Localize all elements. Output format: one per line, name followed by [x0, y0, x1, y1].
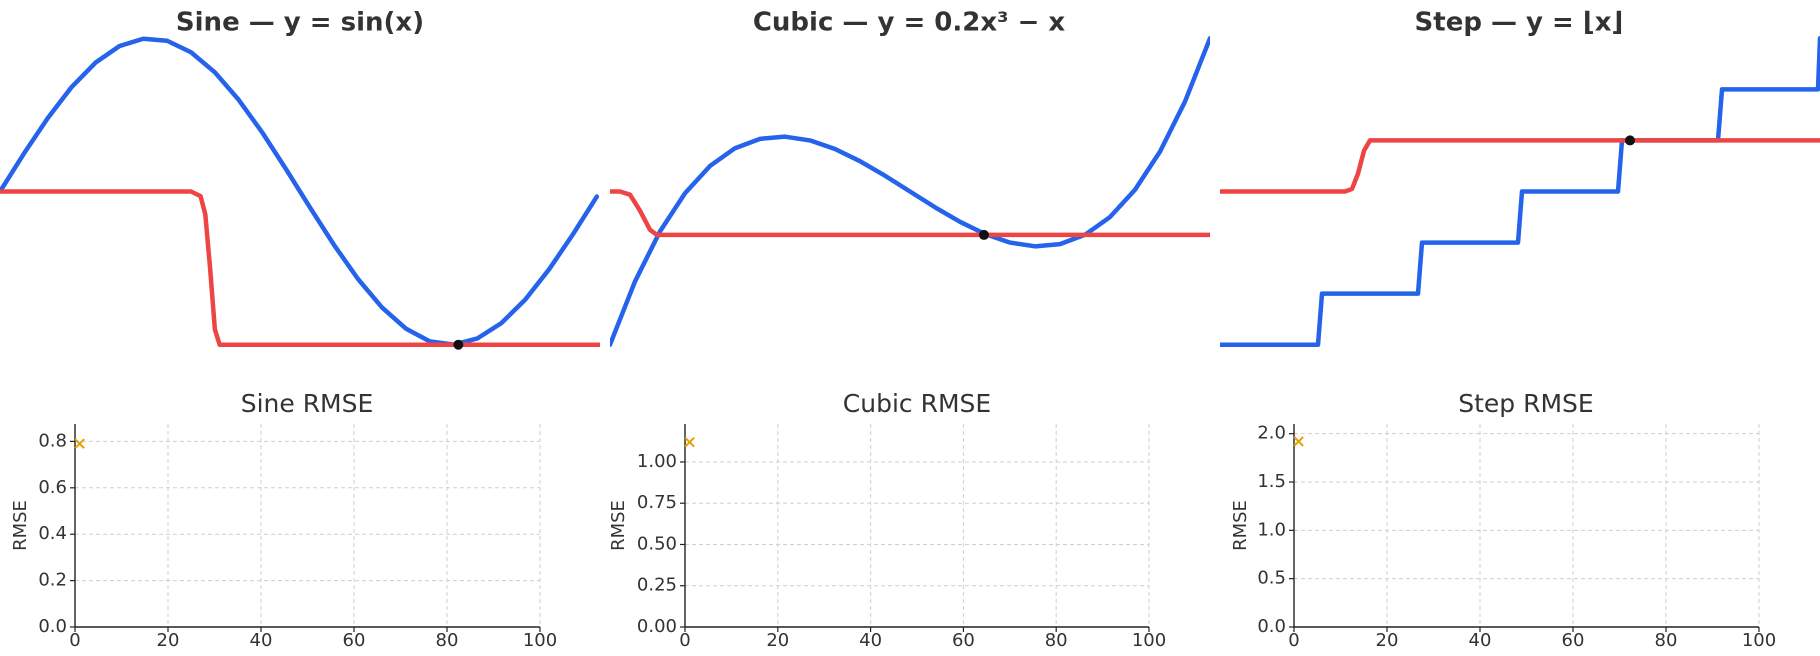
x-tick-label: 100	[523, 630, 557, 651]
y-tick-label: 1.00	[637, 451, 677, 472]
x-tick-label: 20	[1376, 630, 1399, 651]
panel: Cubic — y = 0.2x³ − x	[610, 8, 1210, 347]
x-tick-label: 0	[679, 630, 690, 651]
x-tick-label: 80	[436, 630, 459, 651]
chart-title: Step RMSE	[1458, 389, 1593, 418]
y-tick-label: 0.8	[38, 430, 67, 451]
chart-title: Sine — y = sin(x)	[176, 8, 424, 38]
y-tick-label: 0.0	[38, 616, 67, 637]
marker-dot	[1625, 135, 1635, 146]
y-tick-label: 2.0	[1257, 423, 1286, 444]
panel: 0.0 0.2 0.4 0.6 0.8 0 20 40 60 80 100 RMSE Sine RMSE	[10, 389, 557, 651]
x-tick-label: 60	[343, 630, 366, 651]
y-axis-label: RMSE	[1230, 500, 1251, 551]
curve	[1220, 36, 1820, 347]
curve	[610, 189, 1210, 238]
marker-x	[684, 436, 695, 448]
y-tick-label: 0.5	[1257, 568, 1286, 589]
curve	[1220, 138, 1820, 194]
plot-area	[1220, 36, 1820, 347]
chart-title: Sine RMSE	[241, 389, 374, 418]
marker-dot	[453, 339, 464, 350]
curve	[0, 189, 600, 347]
y-tick-label: 1.5	[1257, 471, 1286, 492]
y-tick-label: 0.6	[38, 477, 67, 498]
x-tick-label: 80	[1045, 630, 1068, 651]
y-tick-label: 0.4	[38, 523, 67, 544]
y-tick-label: 0.25	[637, 575, 677, 596]
x-tick-label: 40	[1469, 630, 1492, 651]
y-tick-label: 0.2	[38, 570, 67, 591]
marker-x	[74, 438, 85, 449]
x-tick-label: 40	[250, 630, 273, 651]
chart-title: Cubic — y = 0.2x³ − x	[753, 8, 1066, 38]
panel: Sine — y = sin(x)	[0, 8, 600, 350]
x-tick-label: 40	[859, 630, 882, 651]
marker-dot	[979, 229, 989, 240]
panel: 0.0 0.5 1.0 1.5 2.0 0 20 40 60 80 100 RMSE Step RMSE	[1230, 389, 1776, 651]
x-tick-label: 20	[766, 630, 789, 651]
curve	[0, 36, 600, 347]
plot-area	[610, 36, 1210, 347]
x-tick-label: 0	[1288, 630, 1299, 651]
chart-title: Cubic RMSE	[843, 389, 991, 418]
plot-area	[0, 36, 600, 347]
x-tick-label: 60	[1562, 630, 1585, 651]
y-tick-label: 0.50	[637, 533, 677, 554]
chart-title: Step — y = ⌊x⌋	[1415, 8, 1624, 38]
panel: 0.00 0.25 0.50 0.75 1.00 0 20 40 60 80 100 RMSE Cubi…	[608, 389, 1166, 651]
x-tick-label: 60	[952, 630, 975, 651]
y-tick-label: 1.0	[1257, 519, 1286, 540]
y-tick-label: 0.0	[1257, 616, 1286, 637]
x-tick-label: 80	[1655, 630, 1678, 651]
y-axis-label: RMSE	[10, 500, 31, 551]
marker-x	[1293, 436, 1304, 447]
x-tick-label: 100	[1742, 630, 1776, 651]
x-tick-label: 0	[69, 630, 80, 651]
x-tick-label: 20	[157, 630, 180, 651]
y-tick-label: 0.00	[637, 616, 677, 637]
panel: Step — y = ⌊x⌋	[1220, 8, 1820, 347]
curve	[610, 36, 1210, 347]
y-axis-label: RMSE	[608, 500, 629, 551]
x-tick-label: 100	[1132, 630, 1166, 651]
y-tick-label: 0.75	[637, 492, 677, 513]
